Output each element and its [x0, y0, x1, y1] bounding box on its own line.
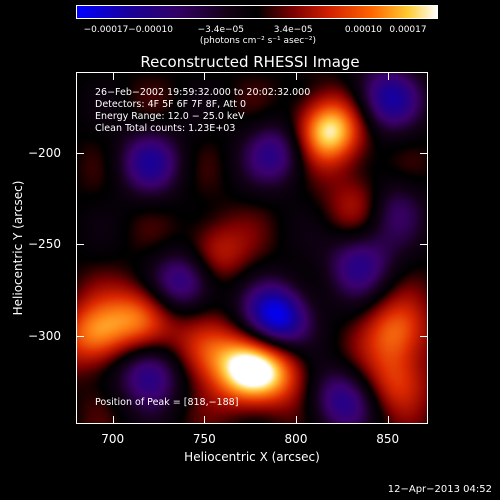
colorbar-tick-label: −0.00017: [83, 25, 129, 35]
x-tick-mark: [387, 416, 389, 424]
y-axis-label: Heliocentric Y (arcsec): [11, 180, 25, 316]
x-tick-mark: [387, 72, 389, 80]
colorbar-units: (photons cm⁻² s⁻¹ asec⁻²): [199, 36, 317, 46]
colorbar-tick-label: 0.00010: [344, 25, 383, 35]
x-tick-label: 850: [376, 432, 400, 446]
chart-title: Reconstructed RHESSI Image: [140, 53, 360, 71]
x-tick-mark: [112, 72, 114, 80]
y-tick-mark: [420, 244, 428, 246]
annotation-peak: Position of Peak = [818,−188]: [95, 397, 239, 408]
colorbar-tick-label: −0.00010: [128, 25, 173, 35]
colorbar: [76, 5, 438, 19]
x-tick-mark: [296, 72, 297, 80]
y-tick-mark: [76, 336, 84, 337]
x-tick-label: 750: [192, 432, 216, 446]
y-tick-mark: [76, 244, 84, 246]
annotation-time: 26−Feb−2002 19:59:32.000 to 20:02:32.000: [95, 87, 311, 98]
annotation-clean: Clean Total counts: 1.23E+03: [95, 123, 236, 134]
x-tick-mark: [204, 72, 206, 80]
colorbar-tick-label: −3.4e−05: [197, 25, 244, 35]
x-tick-label: 800: [284, 432, 308, 446]
x-tick-mark: [204, 416, 206, 424]
y-tick-label: −250: [28, 237, 61, 252]
x-tick-mark: [296, 416, 297, 424]
x-tick-label: 700: [101, 432, 125, 446]
y-tick-mark: [76, 152, 84, 154]
annotation-detectors: Detectors: 4F 5F 6F 7F 8F, Att 0: [95, 99, 247, 110]
y-tick-label: −300: [28, 329, 61, 343]
x-axis-label: Heliocentric X (arcsec): [184, 450, 320, 464]
heatmap-image: [77, 73, 427, 423]
y-tick-mark: [420, 336, 428, 337]
plot-area: [76, 72, 428, 424]
timestamp: 12−Apr−2013 04:52: [387, 484, 492, 495]
colorbar-tick-label: 3.4e−05: [273, 25, 313, 35]
y-tick-mark: [420, 152, 428, 154]
y-tick-label: −200: [28, 145, 61, 160]
colorbar-tick-label: 0.00017: [389, 25, 427, 35]
annotation-energy: Energy Range: 12.0 − 25.0 keV: [95, 111, 245, 122]
x-tick-mark: [112, 416, 114, 424]
